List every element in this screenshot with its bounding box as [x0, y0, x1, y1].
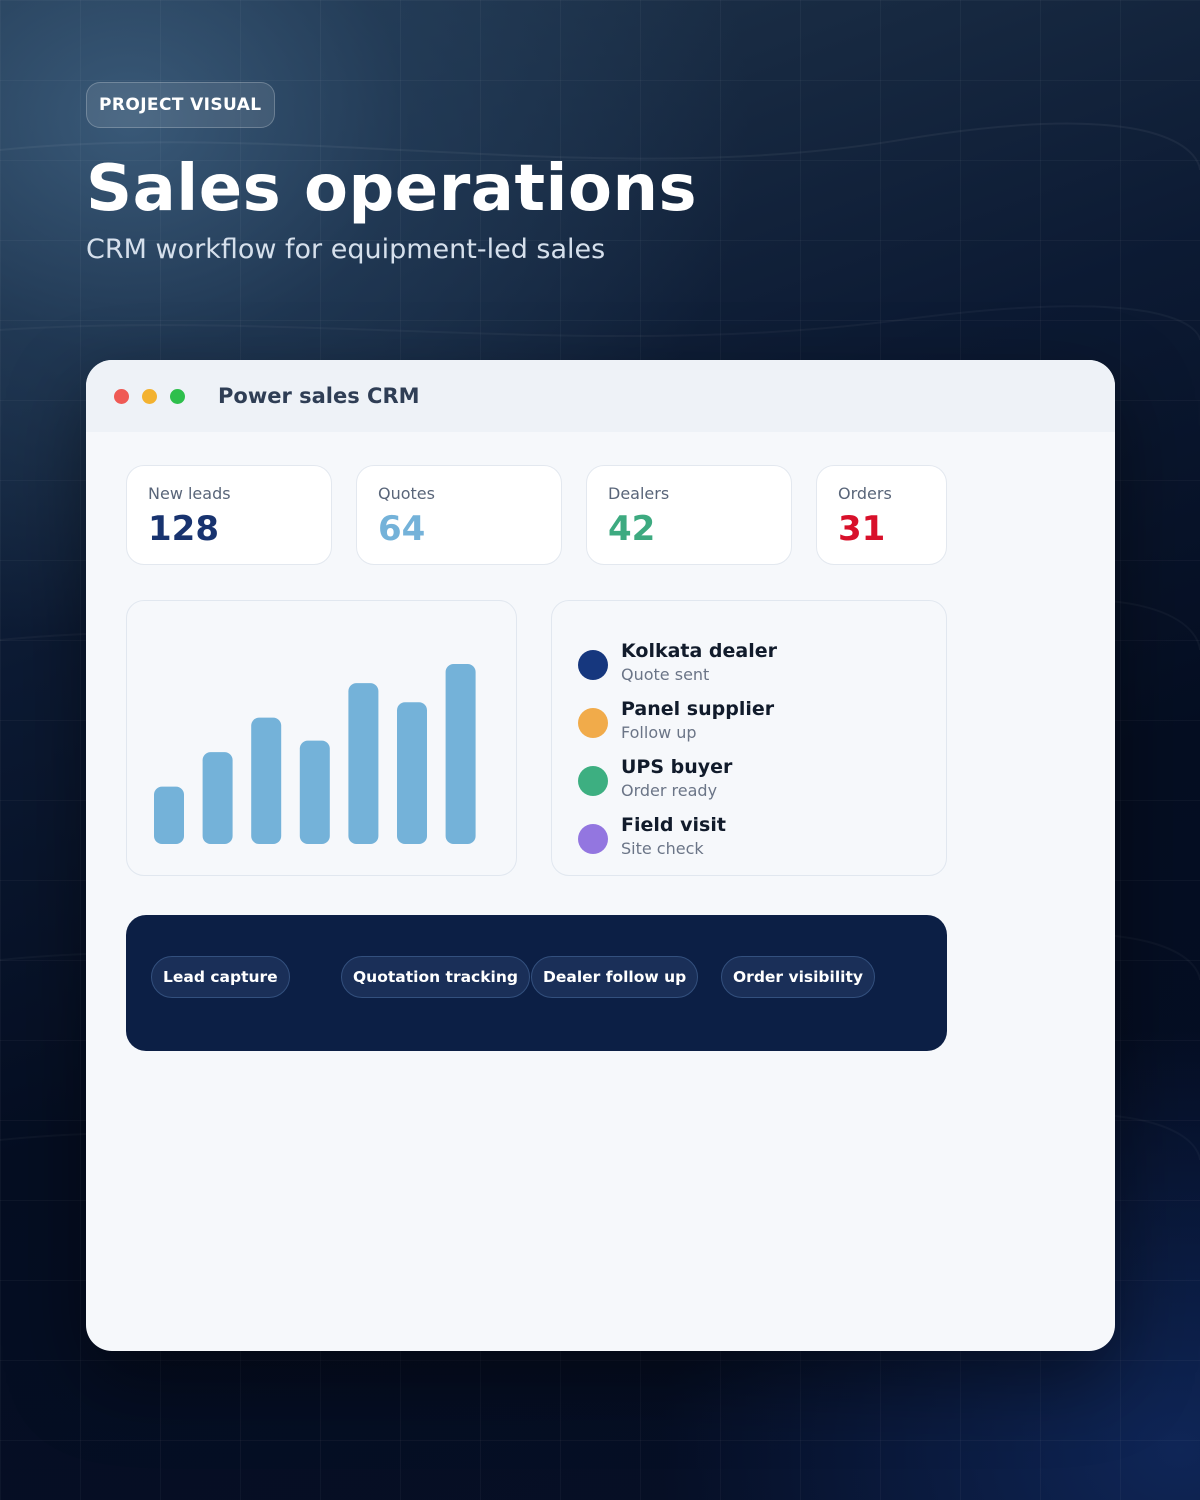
page-title: Sales operations	[86, 152, 698, 226]
activity-item-name: Field visit	[621, 814, 726, 836]
activity-item-name: UPS buyer	[621, 756, 733, 778]
project-badge: PROJECT VISUAL	[86, 82, 275, 128]
minimize-window-button[interactable]	[142, 388, 157, 404]
status-dot-icon	[578, 766, 608, 796]
chart-bar-2	[202, 752, 233, 844]
status-dot-icon	[578, 708, 608, 738]
chip-dealer-follow-up[interactable]: Dealer follow up	[531, 956, 699, 998]
window-title: Power sales CRM	[218, 384, 420, 408]
activity-item-status: Quote sent	[621, 665, 710, 684]
stat-card-orders[interactable]: Orders 31	[816, 465, 947, 565]
stat-card-new-leads[interactable]: New leads 128	[126, 465, 332, 565]
feature-chip-bar: Lead capture Quotation tracking Dealer f…	[126, 915, 947, 1051]
close-window-button[interactable]	[114, 388, 129, 404]
status-dot-icon	[578, 650, 608, 680]
stat-label: Dealers	[608, 484, 670, 503]
chip-quotation-tracking[interactable]: Quotation tracking	[341, 956, 530, 998]
window-titlebar: Power sales CRM	[86, 360, 1115, 432]
stat-label: New leads	[148, 484, 231, 503]
stat-value: 42	[608, 509, 656, 549]
activity-item-name: Panel supplier	[621, 698, 775, 720]
status-dot-icon	[578, 824, 608, 854]
hero-section: PROJECT VISUAL Sales operations CRM work…	[86, 82, 697, 266]
chart-bar-1	[154, 786, 184, 844]
page-subtitle: CRM workflow for equipment-led sales	[86, 234, 606, 265]
activity-list-panel: Kolkata dealer Quote sent Panel supplier…	[551, 600, 947, 876]
stat-value: 31	[838, 509, 886, 549]
activity-item-name: Kolkata dealer	[621, 640, 778, 662]
stat-label: Quotes	[378, 484, 435, 503]
maximize-window-button[interactable]	[170, 388, 185, 404]
stat-card-quotes[interactable]: Quotes 64	[356, 465, 562, 565]
bar-chart	[154, 664, 476, 844]
chip-order-visibility[interactable]: Order visibility	[721, 956, 875, 998]
stat-card-dealers[interactable]: Dealers 42	[586, 465, 792, 565]
activity-item-status: Order ready	[621, 781, 718, 800]
chart-bar-7	[445, 664, 476, 844]
chart-bar-4	[299, 740, 330, 844]
stat-value: 64	[378, 509, 426, 549]
chart-bar-6	[397, 702, 427, 844]
crm-window: Power sales CRM New leads 128 Quotes 64 …	[86, 360, 1115, 1351]
chart-bar-3	[251, 717, 282, 844]
stat-value: 128	[148, 509, 219, 549]
chart-bar-5	[348, 683, 379, 844]
activity-item-status: Site check	[621, 839, 704, 858]
bar-chart-panel	[126, 600, 517, 876]
activity-item-status: Follow up	[621, 723, 697, 742]
stat-label: Orders	[838, 484, 892, 503]
chip-lead-capture[interactable]: Lead capture	[151, 956, 290, 998]
